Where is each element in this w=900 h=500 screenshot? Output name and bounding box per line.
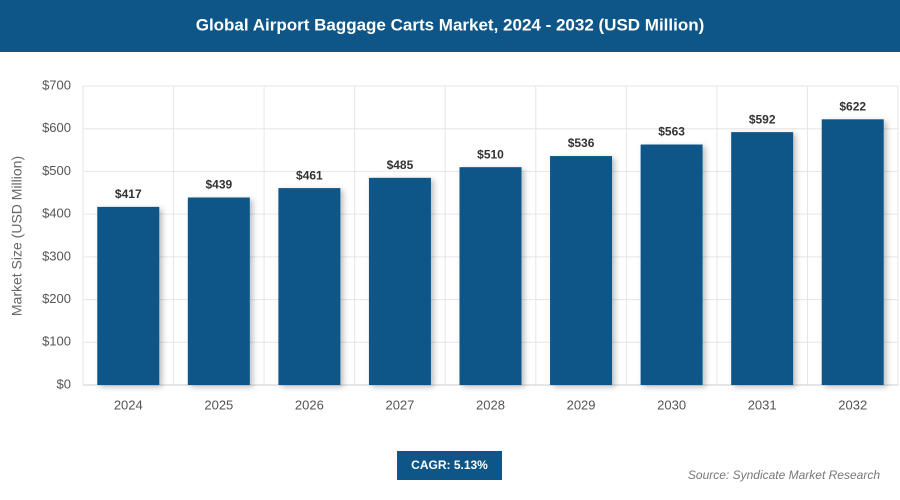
x-tick-label: 2026 (295, 397, 324, 412)
y-tick-label: $0 (57, 376, 71, 391)
y-tick-label: $700 (42, 77, 71, 92)
bar (821, 119, 884, 386)
bar (97, 206, 160, 385)
x-tick-label: 2029 (567, 397, 596, 412)
y-tick-label: $600 (42, 120, 71, 135)
data-label: $417 (115, 187, 142, 201)
y-tick-label: $400 (42, 206, 71, 221)
x-tick-label: 2028 (476, 397, 505, 412)
y-axis-label: Market Size (USD Million) (9, 156, 25, 316)
x-tick-label: 2027 (385, 397, 414, 412)
title-bar (0, 0, 900, 52)
x-tick-label: 2030 (657, 397, 686, 412)
bar (187, 197, 250, 385)
bar (459, 167, 522, 385)
data-label: $622 (839, 99, 866, 113)
x-tick-label: 2032 (838, 397, 867, 412)
data-label: $439 (205, 178, 232, 192)
data-label: $485 (387, 158, 414, 172)
y-tick-label: $100 (42, 334, 71, 349)
y-tick-label: $500 (42, 163, 71, 178)
x-tick-label: 2024 (114, 397, 143, 412)
bar (278, 188, 341, 385)
chart-title: Global Airport Baggage Carts Market, 202… (196, 15, 705, 34)
x-tick-label: 2025 (204, 397, 233, 412)
data-label: $536 (568, 136, 595, 150)
bar (550, 156, 613, 385)
source: Source: Syndicate Market Research (688, 468, 880, 482)
data-label: $461 (296, 168, 323, 182)
data-label: $510 (477, 147, 504, 161)
bar (731, 132, 794, 385)
x-tick-label: 2031 (748, 397, 777, 412)
y-tick-label: $200 (42, 291, 71, 306)
cagr-box (397, 451, 502, 480)
data-label: $592 (749, 112, 776, 126)
bar (368, 177, 431, 385)
y-tick-label: $300 (42, 248, 71, 263)
cagr-label: CAGR: 5.13% (411, 458, 488, 472)
bar (640, 144, 703, 385)
data-label: $563 (658, 125, 685, 139)
